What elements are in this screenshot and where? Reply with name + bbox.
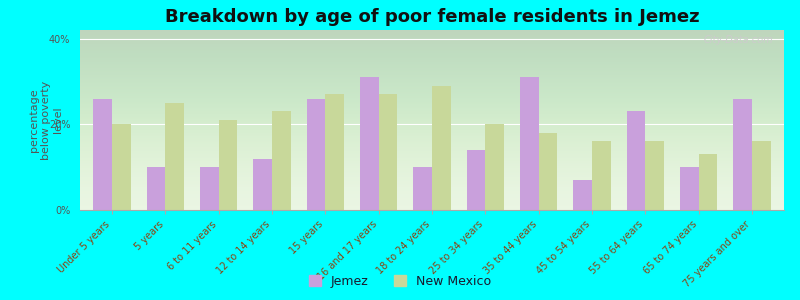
Text: City-Data.com: City-Data.com xyxy=(704,35,774,45)
Bar xyxy=(734,99,752,210)
Bar xyxy=(520,77,538,210)
Bar xyxy=(200,167,218,210)
Bar xyxy=(378,94,398,210)
Bar xyxy=(326,94,344,210)
Bar xyxy=(254,159,272,210)
Bar xyxy=(680,167,698,210)
Bar xyxy=(360,77,378,210)
Bar xyxy=(306,99,326,210)
Bar xyxy=(112,124,130,210)
Bar xyxy=(626,111,646,210)
Y-axis label: percentage
below poverty
level: percentage below poverty level xyxy=(30,80,62,160)
Bar xyxy=(538,133,558,210)
Bar xyxy=(574,180,592,210)
Bar xyxy=(698,154,718,210)
Bar xyxy=(752,141,770,210)
Bar xyxy=(146,167,166,210)
Bar xyxy=(646,141,664,210)
Legend: Jemez, New Mexico: Jemez, New Mexico xyxy=(309,275,491,288)
Title: Breakdown by age of poor female residents in Jemez: Breakdown by age of poor female resident… xyxy=(165,8,699,26)
Bar xyxy=(166,103,184,210)
Bar xyxy=(272,111,290,210)
Bar xyxy=(414,167,432,210)
Bar xyxy=(94,99,112,210)
Bar xyxy=(592,141,610,210)
Bar xyxy=(486,124,504,210)
Bar xyxy=(432,86,450,210)
Bar xyxy=(466,150,486,210)
Bar xyxy=(218,120,238,210)
